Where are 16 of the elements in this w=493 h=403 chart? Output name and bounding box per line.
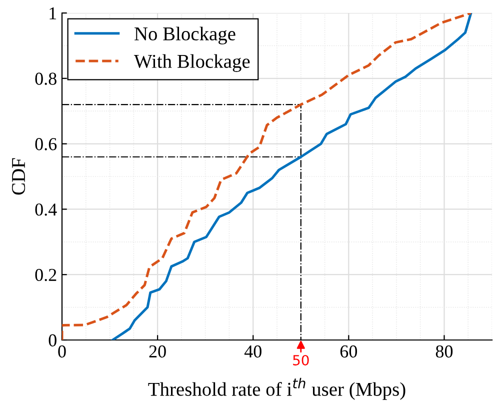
x-tick-label: 20: [149, 345, 166, 358]
x-tick-label: 80: [436, 345, 453, 358]
y-tick-label: 0: [48, 334, 56, 346]
legend-label: With Blockage: [134, 54, 250, 72]
y-tick-label: 0.6: [35, 138, 57, 150]
y-tick-label: 0.8: [35, 72, 56, 85]
x-axis-title: Threshold rate of i$^{th}$ user (Mbps): [148, 378, 406, 400]
x-tick-label: 0: [58, 345, 66, 358]
y-tick-label: 0.2: [35, 268, 56, 282]
legend-label: No Blockage: [134, 26, 236, 44]
x-tick-label: 40: [244, 345, 262, 358]
y-tick-label: 1: [50, 7, 56, 20]
x-tick-label: 60: [340, 345, 358, 358]
annotation: 50: [293, 354, 309, 366]
y-axis-title: CDF: [12, 158, 26, 195]
y-tick-label: 0.4: [35, 203, 57, 216]
